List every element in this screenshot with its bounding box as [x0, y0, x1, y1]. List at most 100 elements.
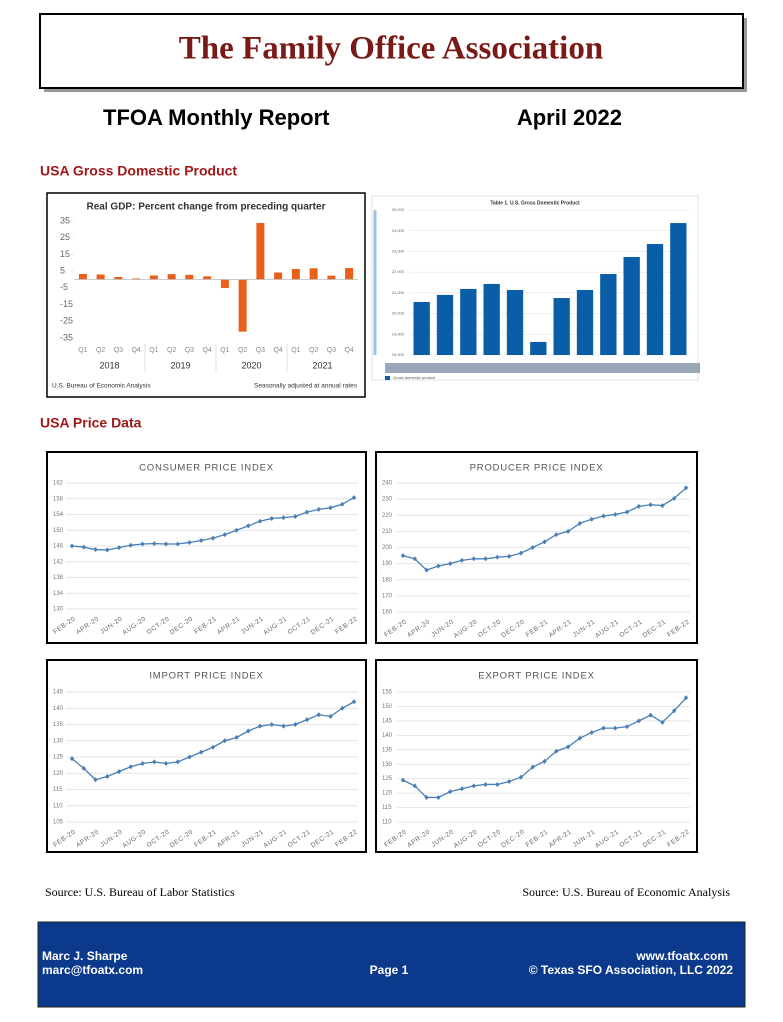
point-marker	[187, 754, 192, 760]
legend-label: Gross domestic product	[393, 375, 436, 380]
y-tick-label: 120	[53, 771, 64, 777]
point-marker	[577, 735, 583, 741]
point-marker	[257, 723, 263, 729]
chart-title: CONSUMER PRICE INDEX	[139, 463, 274, 474]
y-tick-label: 140	[53, 706, 64, 712]
point-marker	[293, 513, 298, 519]
x-tick-label: Q2	[96, 347, 105, 354]
y-tick-label: 125	[53, 755, 64, 761]
point-marker	[530, 764, 535, 770]
bar	[149, 275, 158, 280]
point-marker	[222, 738, 227, 744]
y-tick-label: 5	[60, 266, 65, 276]
y-tick-label: -25	[60, 316, 73, 326]
y-tick-label: 110	[53, 803, 63, 809]
point-marker	[554, 748, 559, 754]
point-marker	[672, 708, 677, 714]
bar	[114, 276, 123, 280]
point-marker	[495, 781, 500, 787]
point-marker	[400, 553, 406, 559]
bar	[327, 275, 336, 280]
point-marker	[412, 556, 417, 562]
bar	[553, 298, 570, 355]
x-tick-label: Q2	[238, 347, 247, 354]
point-marker	[340, 501, 345, 507]
y-tick-label: 130	[382, 762, 393, 768]
y-tick-label: 110	[382, 820, 392, 826]
point-marker	[340, 705, 345, 711]
chart-frame	[375, 659, 698, 853]
point-marker	[589, 729, 594, 735]
group-label: 2021	[312, 360, 332, 370]
y-tick-label: 23,000	[392, 248, 405, 253]
point-marker	[483, 781, 488, 787]
y-tick-label: 145	[53, 690, 64, 696]
bar	[506, 289, 524, 355]
point-marker	[601, 725, 606, 731]
y-tick-label: 140	[382, 733, 393, 739]
point-marker	[495, 554, 500, 560]
y-tick-label: 130	[53, 607, 64, 613]
point-marker	[542, 758, 547, 764]
y-tick-label: 25	[60, 232, 70, 242]
point-marker	[210, 535, 216, 541]
point-marker	[281, 723, 286, 729]
point-marker	[69, 543, 75, 549]
point-marker	[105, 547, 110, 553]
bar	[185, 274, 194, 280]
point-marker	[140, 541, 145, 547]
chart-title: Table 1. U.S. Gross Domestic Product	[490, 200, 580, 206]
bar	[600, 274, 617, 355]
point-marker	[210, 744, 216, 750]
footer-email: marc@tfoatx.com	[42, 963, 143, 977]
y-tick-label: 135	[53, 722, 64, 728]
bar	[96, 274, 105, 280]
y-tick-label: 24,000	[392, 228, 405, 233]
point-marker	[175, 541, 180, 547]
section-heading: USA Price Data	[40, 415, 142, 431]
bar	[670, 223, 687, 355]
source-note: Source: U.S. Bureau of Economic Analysis	[522, 885, 730, 899]
bar	[413, 301, 430, 355]
point-marker	[128, 542, 133, 548]
point-marker	[683, 485, 689, 491]
point-marker	[81, 765, 86, 771]
legend-swatch	[385, 376, 390, 380]
point-marker	[459, 557, 465, 563]
point-marker	[351, 495, 357, 501]
y-tick-label: 160	[382, 610, 393, 616]
point-marker	[81, 544, 86, 550]
group-label: 2020	[241, 360, 261, 370]
chart-note: Seasonally adjusted at annual rates	[254, 383, 358, 390]
point-marker	[152, 541, 157, 547]
point-marker	[506, 779, 512, 785]
point-marker	[424, 794, 429, 800]
point-marker	[518, 774, 524, 780]
point-marker	[281, 515, 286, 521]
bar	[274, 272, 283, 280]
point-marker	[589, 516, 594, 522]
point-marker	[577, 520, 583, 526]
point-marker	[163, 541, 169, 547]
chart-frame	[371, 195, 699, 381]
point-marker	[269, 722, 274, 727]
x-tick-label: Q3	[327, 347, 336, 354]
point-marker	[648, 712, 653, 718]
x-tick-label: Q1	[149, 347, 158, 354]
y-tick-label: 135	[382, 747, 393, 753]
point-marker	[199, 537, 204, 543]
y-tick-label: -5	[60, 282, 68, 292]
point-marker	[293, 722, 298, 727]
point-marker	[672, 495, 677, 501]
point-marker	[400, 777, 406, 783]
y-tick-label: 22,000	[392, 269, 405, 274]
chart-title: PRODUCER PRICE INDEX	[470, 463, 604, 474]
x-tick-label: Q3	[256, 347, 265, 354]
point-marker	[436, 563, 441, 569]
y-tick-label: 125	[382, 776, 393, 782]
point-marker	[518, 550, 524, 556]
y-tick-label: 220	[382, 513, 393, 519]
y-tick-label: 170	[382, 593, 393, 599]
point-marker	[636, 503, 642, 509]
